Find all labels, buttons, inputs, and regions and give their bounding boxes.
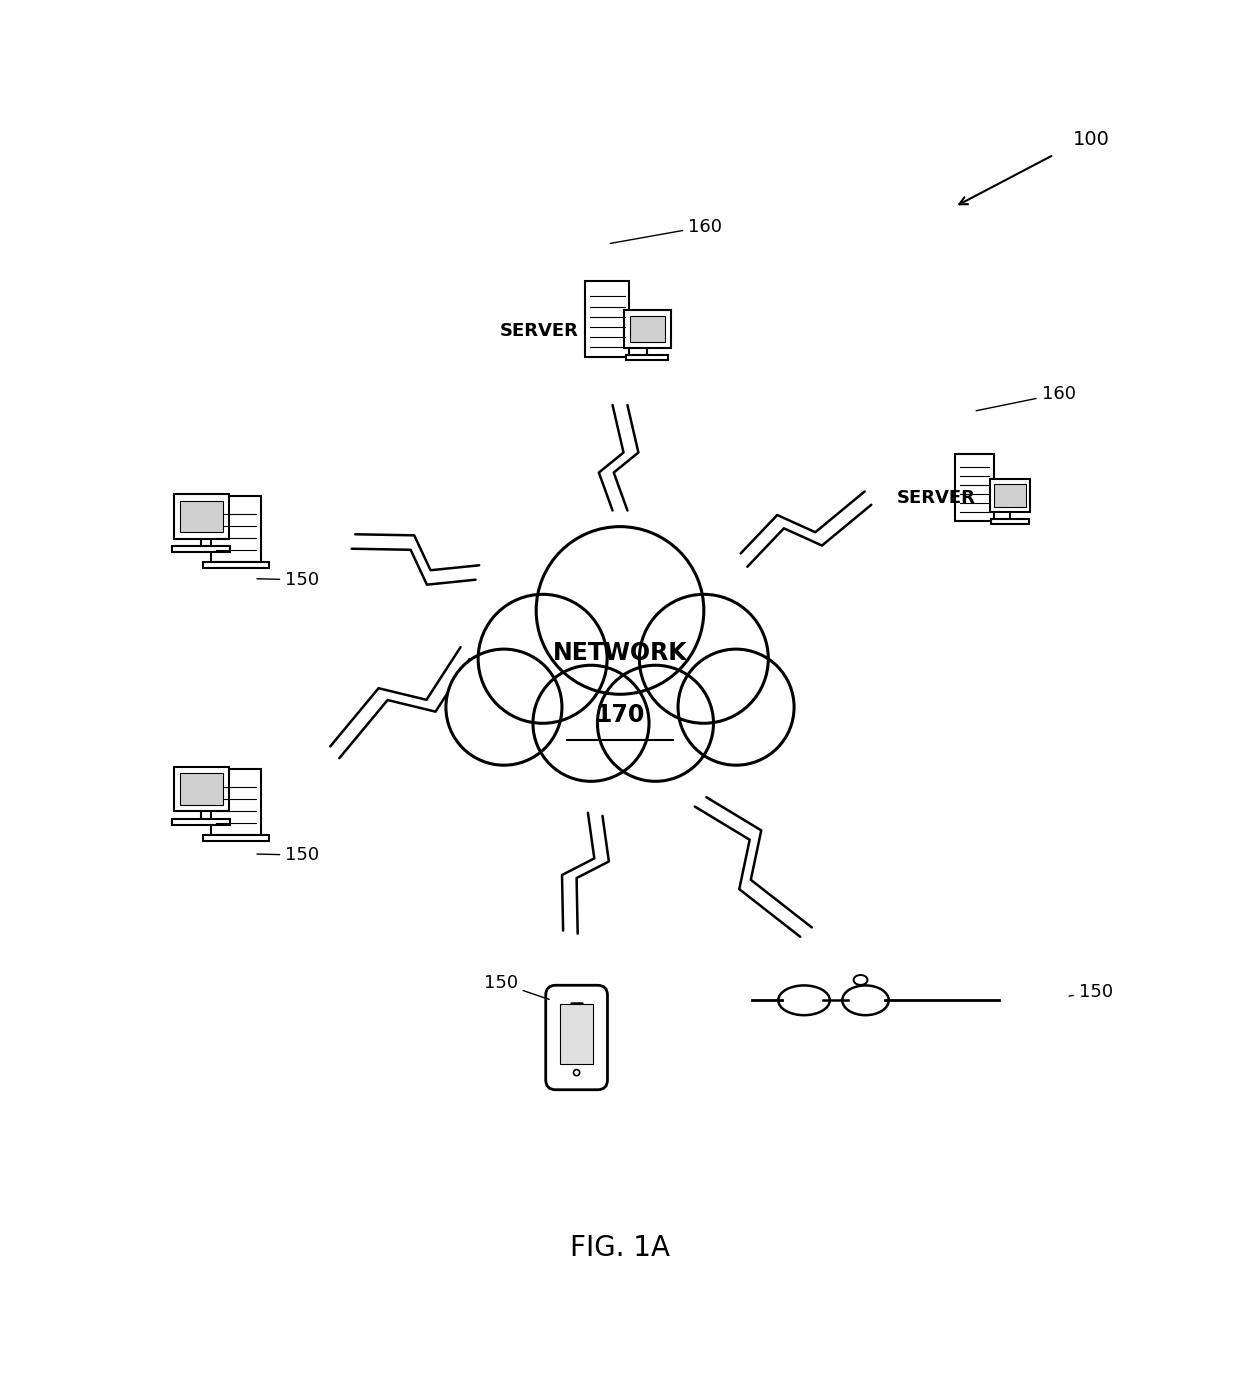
Circle shape [536, 527, 704, 694]
Circle shape [479, 595, 608, 723]
Circle shape [533, 666, 649, 781]
FancyBboxPatch shape [172, 546, 231, 552]
Text: 160: 160 [610, 217, 722, 244]
Text: 150: 150 [257, 571, 320, 589]
FancyBboxPatch shape [203, 834, 269, 841]
FancyBboxPatch shape [585, 281, 630, 357]
Circle shape [640, 595, 769, 723]
FancyBboxPatch shape [174, 768, 228, 811]
Circle shape [574, 1070, 579, 1075]
FancyBboxPatch shape [172, 819, 231, 825]
Text: 150: 150 [484, 974, 549, 999]
FancyBboxPatch shape [990, 479, 1030, 513]
Text: 170: 170 [595, 703, 645, 727]
Text: FIG. 1A: FIG. 1A [570, 1234, 670, 1262]
Ellipse shape [842, 985, 889, 1015]
Text: SERVER: SERVER [500, 322, 579, 340]
FancyBboxPatch shape [546, 985, 608, 1089]
Text: NETWORK: NETWORK [553, 641, 687, 664]
FancyBboxPatch shape [211, 496, 262, 561]
FancyBboxPatch shape [203, 561, 269, 568]
Ellipse shape [779, 985, 830, 1015]
FancyBboxPatch shape [624, 309, 671, 348]
FancyBboxPatch shape [626, 355, 668, 361]
Circle shape [678, 649, 794, 765]
FancyBboxPatch shape [994, 485, 1025, 507]
FancyBboxPatch shape [630, 316, 665, 341]
FancyBboxPatch shape [559, 1004, 594, 1064]
Text: 150: 150 [257, 846, 320, 864]
Text: 160: 160 [976, 384, 1075, 411]
Text: 150: 150 [1069, 982, 1114, 1000]
Circle shape [598, 666, 713, 781]
FancyBboxPatch shape [955, 454, 994, 521]
FancyBboxPatch shape [211, 769, 262, 834]
FancyBboxPatch shape [992, 518, 1028, 524]
FancyBboxPatch shape [180, 773, 222, 805]
Circle shape [446, 649, 562, 765]
FancyBboxPatch shape [174, 495, 228, 539]
Text: 100: 100 [1073, 130, 1110, 149]
Ellipse shape [853, 975, 868, 985]
FancyBboxPatch shape [180, 500, 222, 532]
Text: SERVER: SERVER [897, 489, 976, 507]
